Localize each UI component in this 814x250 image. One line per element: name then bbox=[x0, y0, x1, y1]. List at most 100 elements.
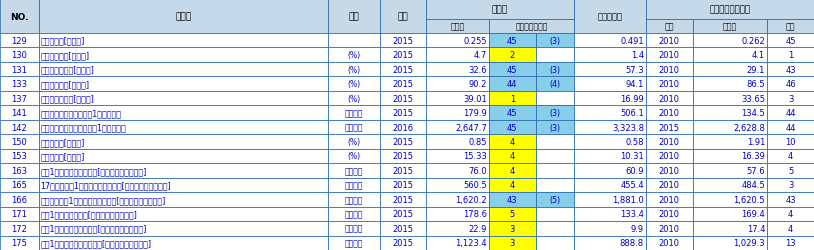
Text: 0.262: 0.262 bbox=[742, 36, 765, 46]
Bar bbox=[328, 178, 380, 192]
Text: 2015: 2015 bbox=[392, 210, 414, 218]
Text: 2016: 2016 bbox=[392, 123, 414, 132]
Bar bbox=[328, 48, 380, 63]
Text: 2010: 2010 bbox=[659, 109, 680, 118]
Text: 2015: 2015 bbox=[392, 181, 414, 190]
Text: 133.4: 133.4 bbox=[620, 210, 644, 218]
Text: 単位: 単位 bbox=[348, 12, 359, 22]
Text: 44: 44 bbox=[507, 80, 518, 89]
Bar bbox=[646, 0, 814, 20]
Bar bbox=[536, 207, 575, 221]
Text: (%): (%) bbox=[348, 94, 361, 103]
Text: 1: 1 bbox=[510, 94, 515, 103]
Bar bbox=[328, 120, 380, 135]
Text: 2010: 2010 bbox=[659, 224, 680, 233]
Bar bbox=[328, 149, 380, 164]
Bar bbox=[38, 77, 328, 92]
Text: 163: 163 bbox=[11, 166, 28, 175]
Bar bbox=[767, 63, 814, 77]
Bar bbox=[693, 178, 767, 192]
Text: 2015: 2015 bbox=[392, 138, 414, 146]
Text: 課税対象所得（納税義務者1人当たり）: 課税対象所得（納税義務者1人当たり） bbox=[41, 123, 126, 132]
Text: 1,620.2: 1,620.2 bbox=[455, 195, 487, 204]
Text: 32.6: 32.6 bbox=[468, 66, 487, 74]
Text: 484.5: 484.5 bbox=[742, 181, 765, 190]
Bar bbox=[38, 149, 328, 164]
Text: 3,323.8: 3,323.8 bbox=[612, 123, 644, 132]
Text: 2015: 2015 bbox=[392, 80, 414, 89]
Bar bbox=[0, 164, 38, 178]
Text: 33.65: 33.65 bbox=[742, 94, 765, 103]
Text: (4): (4) bbox=[549, 80, 561, 89]
Bar bbox=[328, 34, 380, 48]
Bar bbox=[767, 20, 814, 34]
Text: 2015: 2015 bbox=[392, 36, 414, 46]
Text: 39.01: 39.01 bbox=[463, 94, 487, 103]
Text: 45: 45 bbox=[786, 36, 796, 46]
Text: 16.99: 16.99 bbox=[620, 94, 644, 103]
Text: 2010: 2010 bbox=[659, 238, 680, 247]
Bar bbox=[536, 135, 575, 149]
Bar bbox=[536, 149, 575, 164]
Bar bbox=[426, 48, 489, 63]
Bar bbox=[0, 0, 38, 34]
Bar bbox=[0, 77, 38, 92]
Text: 人口1人当たり社会福祉費[県・市町村財政合計]: 人口1人当たり社会福祉費[県・市町村財政合計] bbox=[41, 166, 147, 175]
Text: 4: 4 bbox=[510, 138, 515, 146]
Text: (%): (%) bbox=[348, 66, 361, 74]
Text: 2010: 2010 bbox=[659, 51, 680, 60]
Text: 年度: 年度 bbox=[397, 12, 409, 22]
Text: 2,647.7: 2,647.7 bbox=[455, 123, 487, 132]
Bar bbox=[536, 106, 575, 120]
Text: 労働費割合[県財政]: 労働費割合[県財政] bbox=[41, 138, 85, 146]
Bar bbox=[646, 207, 693, 221]
Text: 76.0: 76.0 bbox=[468, 166, 487, 175]
Text: 888.8: 888.8 bbox=[619, 238, 644, 247]
Text: 165: 165 bbox=[11, 181, 27, 190]
Bar bbox=[380, 135, 426, 149]
Bar bbox=[0, 120, 38, 135]
Text: 1,881.0: 1,881.0 bbox=[612, 195, 644, 204]
Bar bbox=[693, 77, 767, 92]
Bar bbox=[38, 48, 328, 63]
Text: (3): (3) bbox=[549, 66, 561, 74]
Bar bbox=[693, 20, 767, 34]
Bar bbox=[536, 92, 575, 106]
Bar bbox=[380, 92, 426, 106]
Bar bbox=[38, 120, 328, 135]
Text: 10.31: 10.31 bbox=[620, 152, 644, 161]
Text: 90.2: 90.2 bbox=[469, 80, 487, 89]
Text: 506.1: 506.1 bbox=[620, 109, 644, 118]
Bar bbox=[426, 120, 489, 135]
Bar bbox=[328, 106, 380, 120]
Bar bbox=[646, 149, 693, 164]
Text: 2015: 2015 bbox=[392, 152, 414, 161]
Text: （千円）: （千円） bbox=[344, 166, 363, 175]
Text: 142: 142 bbox=[11, 123, 27, 132]
Text: 2015: 2015 bbox=[659, 123, 680, 132]
Text: 2015: 2015 bbox=[392, 51, 414, 60]
Bar bbox=[38, 164, 328, 178]
Bar bbox=[767, 164, 814, 178]
Bar bbox=[489, 120, 536, 135]
Bar bbox=[489, 207, 536, 221]
Bar bbox=[693, 92, 767, 106]
Bar bbox=[767, 120, 814, 135]
Text: 43: 43 bbox=[786, 66, 796, 74]
Bar bbox=[646, 106, 693, 120]
Bar bbox=[380, 192, 426, 207]
Bar bbox=[646, 135, 693, 149]
Bar bbox=[380, 48, 426, 63]
Bar bbox=[380, 77, 426, 92]
Text: （千円）: （千円） bbox=[344, 109, 363, 118]
Text: 3: 3 bbox=[510, 224, 515, 233]
Text: 3: 3 bbox=[788, 94, 794, 103]
Bar bbox=[0, 149, 38, 164]
Bar bbox=[575, 221, 646, 236]
Text: 順位: 順位 bbox=[786, 22, 795, 31]
Text: 指標値: 指標値 bbox=[723, 22, 737, 31]
Text: 土木費割合[県財政]: 土木費割合[県財政] bbox=[41, 152, 85, 161]
Text: 2015: 2015 bbox=[392, 109, 414, 118]
Bar bbox=[693, 236, 767, 250]
Text: 順位（下から）: 順位（下から） bbox=[515, 22, 548, 31]
